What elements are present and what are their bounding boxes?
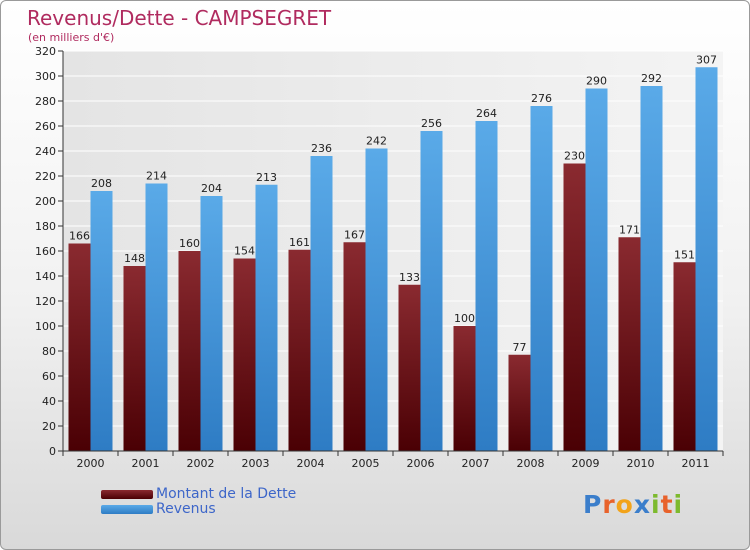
bar-dette	[398, 284, 421, 451]
y-tick-label: 80	[42, 345, 56, 358]
y-tick-label: 180	[35, 220, 56, 233]
data-label-revenus: 276	[531, 92, 552, 105]
y-tick-label: 0	[49, 445, 56, 458]
bar-revenus	[200, 196, 223, 451]
bar-dette	[233, 258, 256, 451]
data-label-dette: 167	[344, 228, 365, 241]
bar-dette	[618, 237, 641, 451]
x-tick-label: 2008	[517, 457, 545, 470]
legend-swatch-revenus	[101, 505, 153, 514]
y-tick-label: 120	[35, 295, 56, 308]
y-tick-label: 20	[42, 420, 56, 433]
data-label-dette: 160	[179, 237, 200, 250]
data-label-dette: 230	[564, 150, 585, 163]
bar-dette	[673, 262, 696, 451]
x-tick-label: 2004	[297, 457, 325, 470]
data-label-dette: 77	[513, 341, 527, 354]
x-tick-label: 2001	[132, 457, 160, 470]
data-label-revenus: 208	[91, 177, 112, 190]
bar-dette	[123, 266, 146, 451]
bar-revenus	[420, 131, 443, 451]
x-tick-label: 2006	[407, 457, 435, 470]
data-label-revenus: 292	[641, 72, 662, 85]
legend-label-dette: Montant de la Dette	[156, 486, 297, 502]
data-label-dette: 154	[234, 245, 255, 258]
data-label-dette: 161	[289, 236, 310, 249]
bar-revenus	[365, 148, 388, 451]
data-label-dette: 166	[69, 230, 90, 243]
data-label-revenus: 307	[696, 53, 717, 66]
chart-title: Revenus/Dette - CAMPSEGRET	[27, 6, 332, 30]
x-tick-label: 2000	[77, 457, 105, 470]
y-tick-label: 60	[42, 370, 56, 383]
x-tick-label: 2010	[627, 457, 655, 470]
bar-revenus	[695, 67, 718, 451]
y-tick-label: 300	[35, 70, 56, 83]
legend-label-revenus: Revenus	[156, 501, 216, 517]
data-label-dette: 133	[399, 271, 420, 284]
bar-revenus	[90, 191, 113, 451]
bar-dette	[343, 242, 366, 451]
data-label-dette: 151	[674, 248, 695, 261]
bar-dette	[563, 163, 586, 451]
bar-dette	[288, 249, 311, 451]
bar-revenus	[310, 156, 333, 451]
data-label-revenus: 236	[311, 142, 332, 155]
data-label-revenus: 214	[146, 170, 167, 183]
y-tick-label: 100	[35, 320, 56, 333]
data-label-revenus: 264	[476, 107, 497, 120]
y-tick-label: 220	[35, 170, 56, 183]
bar-revenus	[145, 183, 168, 451]
data-label-revenus: 256	[421, 117, 442, 130]
data-label-revenus: 290	[586, 75, 607, 88]
legend-swatch-dette	[101, 490, 153, 499]
y-tick-label: 160	[35, 245, 56, 258]
proxiti-logo: Proxiti	[583, 490, 684, 519]
x-tick-label: 2011	[682, 457, 710, 470]
chart-subtitle: (en milliers d'€)	[28, 31, 115, 44]
bar-revenus	[640, 86, 663, 451]
data-label-revenus: 213	[256, 171, 277, 184]
data-label-dette: 100	[454, 312, 475, 325]
bar-dette	[178, 251, 201, 451]
y-tick-label: 140	[35, 270, 56, 283]
bar-revenus	[255, 184, 278, 451]
x-tick-label: 2002	[187, 457, 215, 470]
y-tick-label: 200	[35, 195, 56, 208]
y-tick-label: 280	[35, 95, 56, 108]
y-tick-label: 40	[42, 395, 56, 408]
y-tick-label: 240	[35, 145, 56, 158]
bar-revenus	[585, 88, 608, 451]
x-tick-label: 2005	[352, 457, 380, 470]
data-label-revenus: 242	[366, 135, 387, 148]
bar-dette	[453, 326, 476, 451]
x-tick-label: 2009	[572, 457, 600, 470]
bar-dette	[508, 354, 531, 451]
y-tick-label: 320	[35, 45, 56, 58]
bar-dette	[68, 243, 91, 451]
bar-revenus	[475, 121, 498, 451]
bar-revenus	[530, 106, 553, 451]
data-label-dette: 148	[124, 252, 145, 265]
x-tick-label: 2007	[462, 457, 490, 470]
data-label-revenus: 204	[201, 182, 222, 195]
y-tick-label: 260	[35, 120, 56, 133]
data-label-dette: 171	[619, 223, 640, 236]
x-tick-label: 2003	[242, 457, 270, 470]
